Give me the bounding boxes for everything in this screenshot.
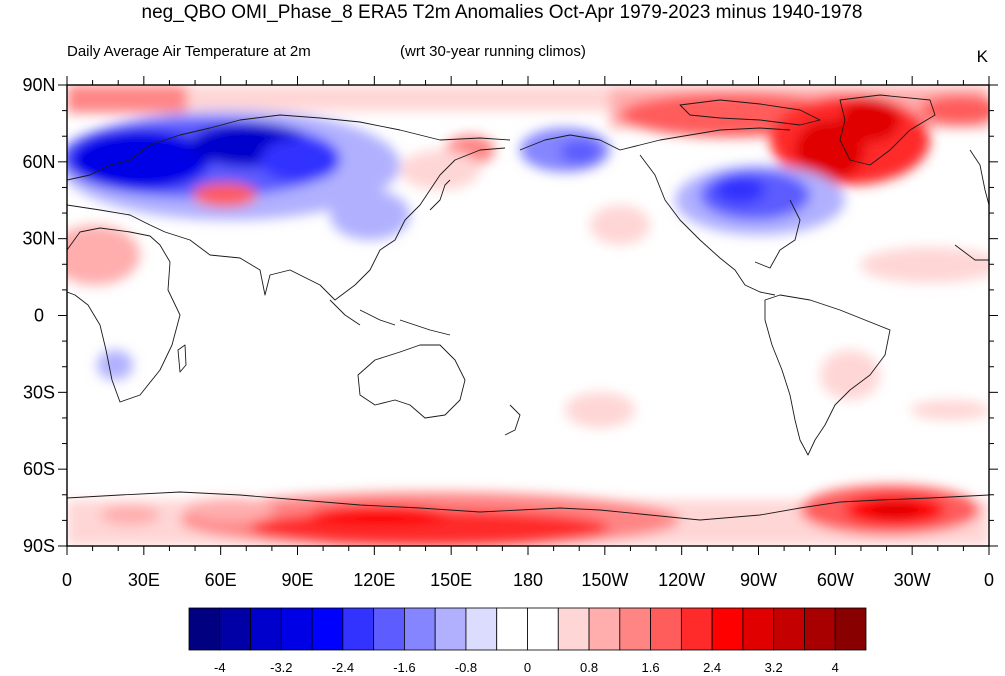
x-tick-label: 90E: [281, 570, 313, 590]
y-tick-label: 90S: [23, 536, 55, 556]
colorbar-label: -2.4: [332, 660, 354, 675]
colorbar-swatch: [311, 607, 344, 651]
x-tick-label: 30W: [894, 570, 931, 590]
colorbar-label: 0.8: [580, 660, 598, 675]
colorbar-swatch: [188, 607, 221, 651]
colorbar-label: -3.2: [270, 660, 292, 675]
figure-title: neg_QBO OMI_Phase_8 ERA5 T2m Anomalies O…: [142, 2, 863, 23]
colorbar-swatch: [711, 607, 744, 651]
colorbar-swatch: [804, 607, 836, 651]
colorbar-swatch: [496, 607, 528, 651]
colorbar-swatch: [742, 607, 775, 651]
anomaly-field: [67, 85, 989, 546]
x-tick-label: 180: [513, 570, 543, 590]
colorbar-swatch: [834, 607, 867, 651]
colorbar-swatch: [434, 607, 467, 651]
subtitle-left: Daily Average Air Temperature at 2m: [67, 43, 311, 60]
map-panel: [67, 85, 989, 546]
x-tick-label: 30E: [128, 570, 160, 590]
x-tick-label: 60E: [205, 570, 237, 590]
colorbar-swatch: [588, 607, 621, 651]
x-tick-label: 150E: [430, 570, 472, 590]
units-label: K: [977, 47, 989, 66]
colorbar-swatch: [557, 607, 590, 651]
y-axis: 90N 60N 30N 0 30S 60S 90S: [22, 75, 998, 556]
colorbar-swatch: [404, 607, 436, 651]
y-tick-label: 90N: [22, 75, 55, 95]
colorbar-label: -4: [214, 660, 226, 675]
x-tick-label: 60W: [817, 570, 854, 590]
colorbar-label: 2.4: [703, 660, 721, 675]
y-tick-label: 60S: [23, 459, 55, 479]
colorbar-label: 0: [524, 660, 531, 675]
x-tick-label: 150W: [581, 570, 628, 590]
colorbar-swatch: [342, 607, 375, 651]
colorbar-swatch: [650, 607, 682, 651]
colorbar: -4 -3.2 -2.4 -1.6 -0.8 0 0.8 1.6 2.4 3.2 4: [188, 607, 867, 675]
y-tick-label: 30S: [23, 382, 55, 402]
y-tick-label: 30N: [22, 229, 55, 249]
colorbar-swatch: [219, 607, 251, 651]
colorbar-label: 4: [832, 660, 839, 675]
x-tick-label: 0: [62, 570, 72, 590]
colorbar-swatch: [280, 607, 313, 651]
colorbar-swatch: [465, 607, 498, 651]
colorbar-swatch: [680, 607, 713, 651]
colorbar-swatch: [250, 607, 282, 651]
x-tick-label: 120E: [353, 570, 395, 590]
coastlines: [67, 94, 989, 521]
colorbar-swatch: [773, 607, 805, 651]
colorbar-label: -0.8: [455, 660, 477, 675]
colorbar-swatch: [373, 607, 405, 651]
colorbar-label: -1.6: [393, 660, 415, 675]
x-tick-label: 90W: [740, 570, 777, 590]
y-tick-label: 0: [34, 306, 44, 326]
subtitle-mid: (wrt 30-year running climos): [400, 43, 586, 60]
colorbar-label: 3.2: [765, 660, 783, 675]
x-axis: 0 30E 60E 90E 120E 150E 180 150W 120W 90W 60W 30W 0: [62, 76, 994, 590]
y-tick-label: 60N: [22, 152, 55, 172]
colorbar-label: 1.6: [642, 660, 660, 675]
colorbar-swatch: [527, 607, 559, 651]
colorbar-swatch: [619, 607, 651, 651]
x-tick-label: 0: [984, 570, 994, 590]
x-tick-label: 120W: [658, 570, 705, 590]
